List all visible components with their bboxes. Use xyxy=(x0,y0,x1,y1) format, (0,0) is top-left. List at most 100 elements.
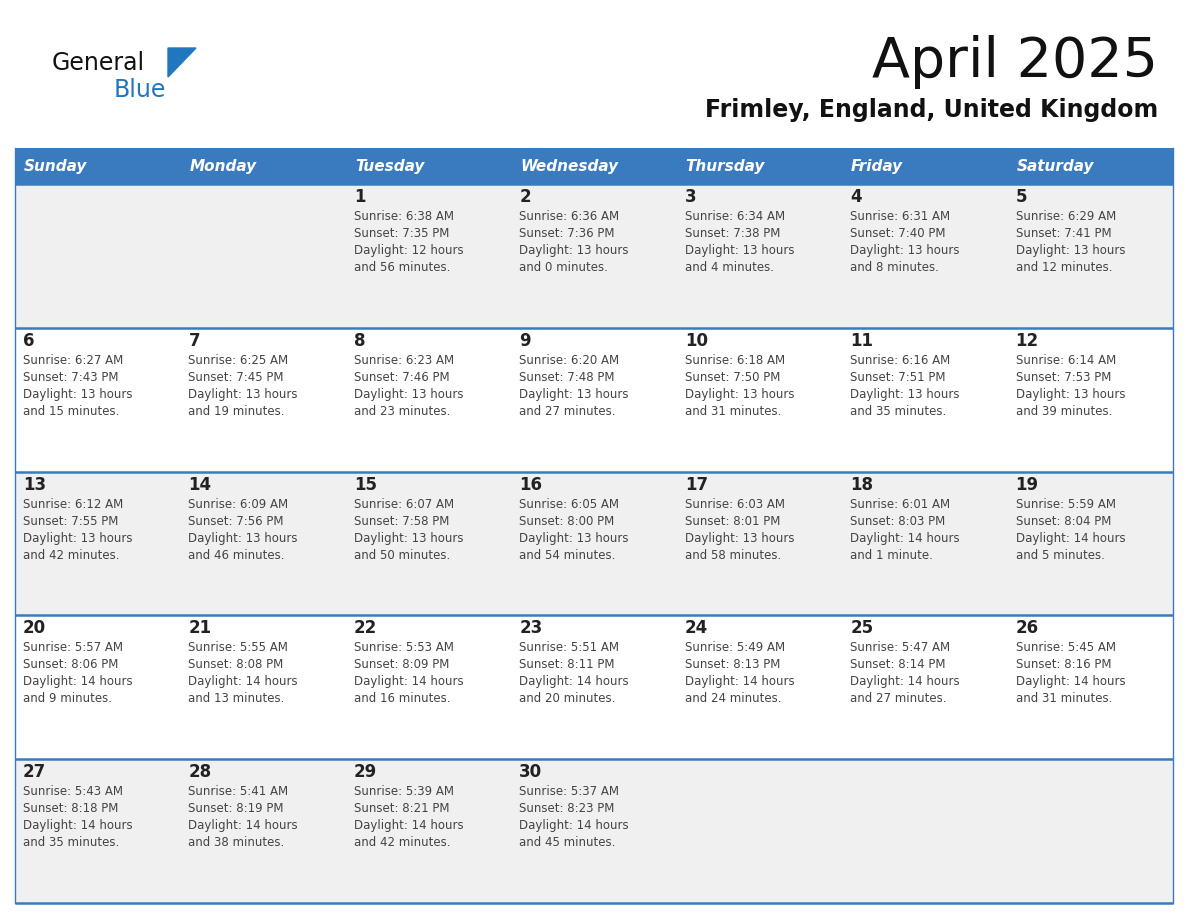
Text: Sunset: 7:36 PM: Sunset: 7:36 PM xyxy=(519,227,614,240)
Text: Wednesday: Wednesday xyxy=(520,159,619,174)
Text: Daylight: 13 hours: Daylight: 13 hours xyxy=(189,387,298,401)
Text: and 23 minutes.: and 23 minutes. xyxy=(354,405,450,418)
Text: 24: 24 xyxy=(684,620,708,637)
Text: Sunset: 8:14 PM: Sunset: 8:14 PM xyxy=(851,658,946,671)
Text: and 35 minutes.: and 35 minutes. xyxy=(851,405,947,418)
Text: Daylight: 14 hours: Daylight: 14 hours xyxy=(23,676,133,688)
Text: Sunset: 8:03 PM: Sunset: 8:03 PM xyxy=(851,515,946,528)
Text: 10: 10 xyxy=(684,331,708,350)
Text: Daylight: 14 hours: Daylight: 14 hours xyxy=(23,819,133,833)
Bar xyxy=(677,148,842,184)
Text: 5: 5 xyxy=(1016,188,1028,206)
Text: 17: 17 xyxy=(684,476,708,494)
Text: and 31 minutes.: and 31 minutes. xyxy=(1016,692,1112,705)
Text: Sunset: 7:53 PM: Sunset: 7:53 PM xyxy=(1016,371,1111,384)
Text: Daylight: 13 hours: Daylight: 13 hours xyxy=(354,387,463,401)
Text: April 2025: April 2025 xyxy=(872,35,1158,89)
Text: Daylight: 13 hours: Daylight: 13 hours xyxy=(23,532,133,544)
Text: Sunrise: 5:49 AM: Sunrise: 5:49 AM xyxy=(684,642,785,655)
Text: Daylight: 14 hours: Daylight: 14 hours xyxy=(354,819,463,833)
Text: Sunset: 7:58 PM: Sunset: 7:58 PM xyxy=(354,515,449,528)
Text: Sunrise: 6:03 AM: Sunrise: 6:03 AM xyxy=(684,498,785,510)
Text: and 1 minute.: and 1 minute. xyxy=(851,549,933,562)
Text: and 38 minutes.: and 38 minutes. xyxy=(189,836,285,849)
Text: Sunrise: 6:09 AM: Sunrise: 6:09 AM xyxy=(189,498,289,510)
Text: Sunrise: 6:34 AM: Sunrise: 6:34 AM xyxy=(684,210,785,223)
Text: Daylight: 12 hours: Daylight: 12 hours xyxy=(354,244,463,257)
Text: Sunset: 7:38 PM: Sunset: 7:38 PM xyxy=(684,227,781,240)
Text: Sunset: 7:35 PM: Sunset: 7:35 PM xyxy=(354,227,449,240)
Text: Sunrise: 6:23 AM: Sunrise: 6:23 AM xyxy=(354,353,454,367)
Text: and 54 minutes.: and 54 minutes. xyxy=(519,549,615,562)
Text: Daylight: 13 hours: Daylight: 13 hours xyxy=(684,244,795,257)
Text: and 50 minutes.: and 50 minutes. xyxy=(354,549,450,562)
Text: 30: 30 xyxy=(519,763,543,781)
Text: Daylight: 14 hours: Daylight: 14 hours xyxy=(684,676,795,688)
Text: Daylight: 13 hours: Daylight: 13 hours xyxy=(851,387,960,401)
Text: 27: 27 xyxy=(23,763,46,781)
Text: Sunset: 8:18 PM: Sunset: 8:18 PM xyxy=(23,802,119,815)
Bar xyxy=(15,184,1173,328)
Text: Sunrise: 6:36 AM: Sunrise: 6:36 AM xyxy=(519,210,619,223)
Text: Sunset: 8:19 PM: Sunset: 8:19 PM xyxy=(189,802,284,815)
Text: Daylight: 13 hours: Daylight: 13 hours xyxy=(354,532,463,544)
Text: and 16 minutes.: and 16 minutes. xyxy=(354,692,450,705)
Text: Sunset: 8:21 PM: Sunset: 8:21 PM xyxy=(354,802,449,815)
Text: 22: 22 xyxy=(354,620,377,637)
Text: Daylight: 14 hours: Daylight: 14 hours xyxy=(1016,532,1125,544)
Text: Saturday: Saturday xyxy=(1017,159,1094,174)
Text: Friday: Friday xyxy=(851,159,903,174)
Text: Sunset: 8:11 PM: Sunset: 8:11 PM xyxy=(519,658,614,671)
Text: Sunrise: 6:20 AM: Sunrise: 6:20 AM xyxy=(519,353,619,367)
Text: Daylight: 14 hours: Daylight: 14 hours xyxy=(189,676,298,688)
Text: Daylight: 13 hours: Daylight: 13 hours xyxy=(519,532,628,544)
Text: and 31 minutes.: and 31 minutes. xyxy=(684,405,781,418)
Text: Daylight: 14 hours: Daylight: 14 hours xyxy=(189,819,298,833)
Text: Daylight: 13 hours: Daylight: 13 hours xyxy=(519,387,628,401)
Bar xyxy=(181,148,346,184)
Text: and 20 minutes.: and 20 minutes. xyxy=(519,692,615,705)
Text: Sunrise: 5:55 AM: Sunrise: 5:55 AM xyxy=(189,642,289,655)
Text: Sunset: 7:45 PM: Sunset: 7:45 PM xyxy=(189,371,284,384)
Text: 21: 21 xyxy=(189,620,211,637)
Bar xyxy=(15,759,1173,903)
Text: Sunrise: 6:18 AM: Sunrise: 6:18 AM xyxy=(684,353,785,367)
Text: General: General xyxy=(52,51,145,75)
Text: and 45 minutes.: and 45 minutes. xyxy=(519,836,615,849)
Text: Daylight: 14 hours: Daylight: 14 hours xyxy=(354,676,463,688)
Text: Sunrise: 5:41 AM: Sunrise: 5:41 AM xyxy=(189,785,289,798)
Text: 19: 19 xyxy=(1016,476,1038,494)
Text: 26: 26 xyxy=(1016,620,1038,637)
Text: Sunrise: 6:01 AM: Sunrise: 6:01 AM xyxy=(851,498,950,510)
Text: Sunset: 8:13 PM: Sunset: 8:13 PM xyxy=(684,658,781,671)
Text: 2: 2 xyxy=(519,188,531,206)
Text: Sunrise: 6:12 AM: Sunrise: 6:12 AM xyxy=(23,498,124,510)
Text: Sunrise: 6:05 AM: Sunrise: 6:05 AM xyxy=(519,498,619,510)
Text: Sunrise: 6:31 AM: Sunrise: 6:31 AM xyxy=(851,210,950,223)
Text: Monday: Monday xyxy=(189,159,257,174)
Text: and 35 minutes.: and 35 minutes. xyxy=(23,836,119,849)
Text: Daylight: 13 hours: Daylight: 13 hours xyxy=(851,244,960,257)
Text: 8: 8 xyxy=(354,331,366,350)
Text: Sunrise: 5:43 AM: Sunrise: 5:43 AM xyxy=(23,785,124,798)
Text: 6: 6 xyxy=(23,331,34,350)
Text: Sunset: 7:46 PM: Sunset: 7:46 PM xyxy=(354,371,449,384)
Text: Blue: Blue xyxy=(114,78,166,102)
Text: Sunrise: 6:25 AM: Sunrise: 6:25 AM xyxy=(189,353,289,367)
Text: Sunrise: 6:16 AM: Sunrise: 6:16 AM xyxy=(851,353,950,367)
Text: Daylight: 14 hours: Daylight: 14 hours xyxy=(1016,676,1125,688)
Text: and 19 minutes.: and 19 minutes. xyxy=(189,405,285,418)
Text: 7: 7 xyxy=(189,331,200,350)
Text: Frimley, England, United Kingdom: Frimley, England, United Kingdom xyxy=(704,98,1158,122)
Text: Daylight: 13 hours: Daylight: 13 hours xyxy=(189,532,298,544)
Text: 14: 14 xyxy=(189,476,211,494)
Text: Sunrise: 6:14 AM: Sunrise: 6:14 AM xyxy=(1016,353,1116,367)
Text: Daylight: 13 hours: Daylight: 13 hours xyxy=(1016,244,1125,257)
Bar xyxy=(511,148,677,184)
Text: Sunset: 7:55 PM: Sunset: 7:55 PM xyxy=(23,515,119,528)
Text: Sunset: 8:01 PM: Sunset: 8:01 PM xyxy=(684,515,781,528)
Text: Sunrise: 6:27 AM: Sunrise: 6:27 AM xyxy=(23,353,124,367)
Text: 11: 11 xyxy=(851,331,873,350)
Text: 29: 29 xyxy=(354,763,377,781)
Text: 25: 25 xyxy=(851,620,873,637)
